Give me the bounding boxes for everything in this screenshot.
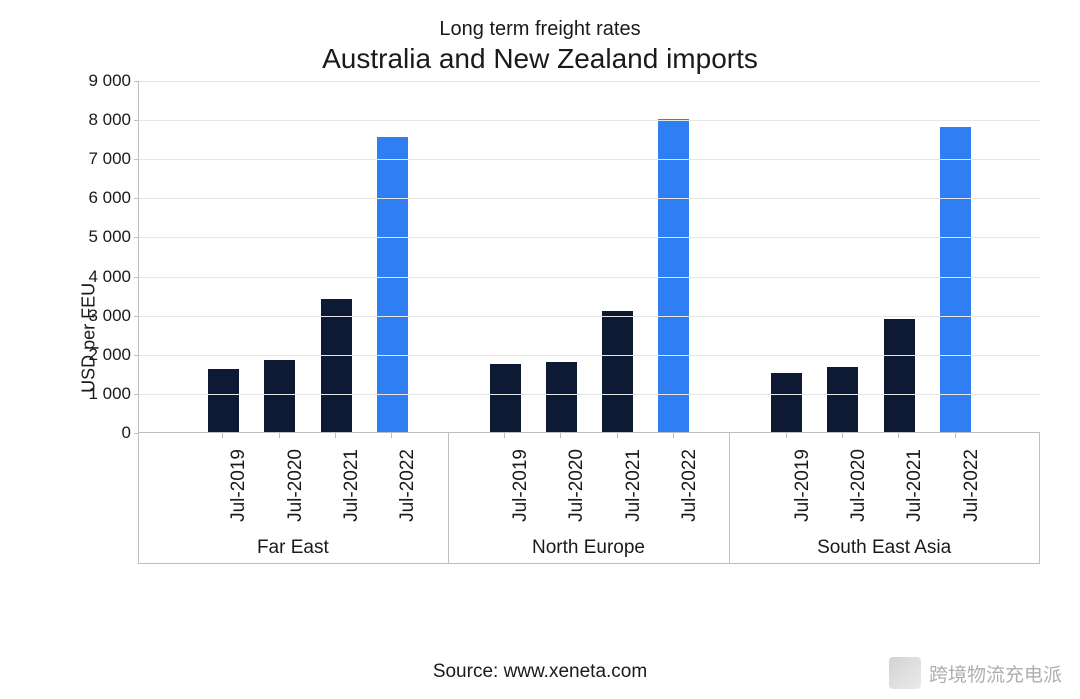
bar [546, 362, 577, 432]
gridline [139, 316, 1040, 317]
axis-area: 01 0002 0003 0004 0005 0006 0007 0008 00… [138, 81, 1040, 641]
ytick-label: 3 000 [88, 306, 139, 326]
watermark-text: 跨境物流充电派 [929, 660, 1062, 687]
ytick-label: 7 000 [88, 149, 139, 169]
group-label: North Europe [532, 537, 645, 559]
plot-wrap: USD per FEU 01 0002 0003 0004 0005 0006 … [78, 81, 1040, 641]
xtick-label: Jul-2020 [848, 449, 870, 522]
bar [264, 360, 295, 432]
ytick-label: 8 000 [88, 110, 139, 130]
group-baseline [138, 563, 1040, 564]
xtick-label: Jul-2020 [566, 449, 588, 522]
xtick-mark [955, 433, 956, 438]
group-label: South East Asia [817, 537, 951, 559]
watermark: 跨境物流充电派 [889, 657, 1062, 689]
ytick-label: 1 000 [88, 384, 139, 404]
ytick-label: 6 000 [88, 188, 139, 208]
ytick-label: 4 000 [88, 267, 139, 287]
group-separator [1039, 433, 1040, 563]
bars-layer [139, 81, 1040, 432]
xtick-mark [279, 433, 280, 438]
group-separator [138, 433, 139, 563]
xtick-label: Jul-2021 [623, 449, 645, 522]
xtick-mark [560, 433, 561, 438]
ytick-label: 5 000 [88, 227, 139, 247]
xtick-label: Jul-2021 [341, 449, 363, 522]
bar [771, 373, 802, 432]
xtick-mark [673, 433, 674, 438]
group-label: Far East [257, 537, 329, 559]
plot-region: 01 0002 0003 0004 0005 0006 0007 0008 00… [138, 81, 1040, 433]
xtick-mark [335, 433, 336, 438]
bar [827, 367, 858, 432]
group-separator [729, 433, 730, 563]
gridline [139, 159, 1040, 160]
xtick-mark [391, 433, 392, 438]
xtick-label: Jul-2022 [397, 449, 419, 522]
xtick-label: Jul-2022 [679, 449, 701, 522]
bar [321, 299, 352, 432]
gridline [139, 120, 1040, 121]
xtick-mark [222, 433, 223, 438]
ytick-label: 2 000 [88, 345, 139, 365]
xtick-mark [898, 433, 899, 438]
xtick-label: Jul-2020 [285, 449, 307, 522]
chart-title: Australia and New Zealand imports [30, 43, 1050, 75]
gridline [139, 81, 1040, 82]
xtick-mark [617, 433, 618, 438]
ytick-label: 9 000 [88, 71, 139, 91]
chart-supertitle: Long term freight rates [30, 18, 1050, 41]
gridline [139, 237, 1040, 238]
bar [208, 369, 239, 432]
bar [940, 127, 971, 432]
watermark-icon [889, 657, 921, 689]
gridline [139, 394, 1040, 395]
gridline [139, 277, 1040, 278]
xtick-mark [504, 433, 505, 438]
chart-container: Long term freight rates Australia and Ne… [0, 0, 1080, 699]
y-axis-label: USD per FEU [79, 283, 100, 393]
xtick-label: Jul-2022 [961, 449, 983, 522]
xtick-label: Jul-2021 [904, 449, 926, 522]
ytick-label: 0 [122, 423, 139, 443]
gridline [139, 355, 1040, 356]
xtick-label: Jul-2019 [228, 449, 250, 522]
xtick-mark [786, 433, 787, 438]
xtick-label: Jul-2019 [792, 449, 814, 522]
group-separator [448, 433, 449, 563]
bar [884, 319, 915, 432]
bar [377, 137, 408, 432]
bar [490, 364, 521, 432]
bar [602, 311, 633, 432]
xtick-mark [842, 433, 843, 438]
chart-titles: Long term freight rates Australia and Ne… [30, 18, 1050, 75]
xtick-label: Jul-2019 [510, 449, 532, 522]
gridline [139, 198, 1040, 199]
